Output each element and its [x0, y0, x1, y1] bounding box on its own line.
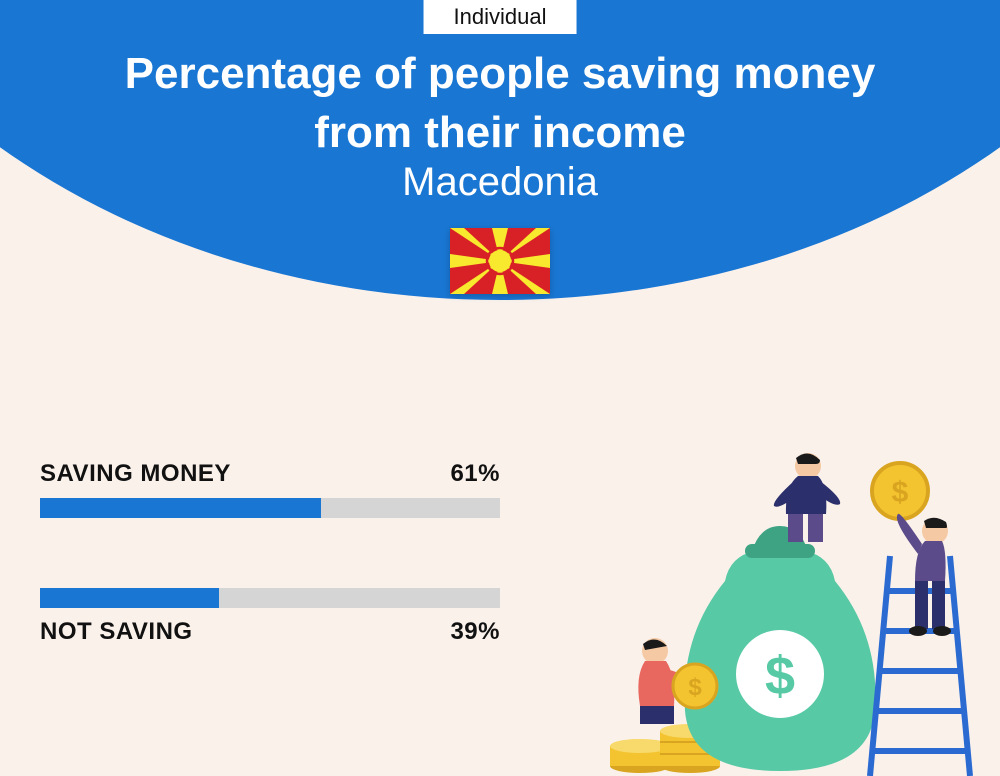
macedonia-flag-icon — [450, 228, 550, 294]
bar-saving: SAVING MONEY 61% — [40, 460, 500, 518]
bar-track — [40, 498, 500, 518]
bar-value: 61% — [450, 460, 500, 488]
bar-track — [40, 588, 500, 608]
main-title: Percentage of people saving money from t… — [0, 44, 1000, 163]
svg-text:$: $ — [688, 674, 702, 701]
bar-fill — [40, 588, 219, 608]
bar-fill — [40, 498, 321, 518]
title-line-2: from their income — [0, 103, 1000, 162]
bar-label: SAVING MONEY — [40, 460, 231, 488]
svg-text:$: $ — [765, 646, 795, 706]
bar-value: 39% — [450, 618, 500, 646]
category-badge: Individual — [424, 0, 577, 34]
savings-illustration: $ $ $ — [580, 436, 980, 776]
money-bag-icon: $ — [685, 526, 876, 771]
bars-chart: SAVING MONEY 61% NOT SAVING 39% — [40, 460, 500, 716]
title-line-1: Percentage of people saving money — [0, 44, 1000, 103]
bar-not-saving: NOT SAVING 39% — [40, 588, 500, 646]
bar-label: NOT SAVING — [40, 618, 193, 646]
country-name: Macedonia — [0, 160, 1000, 205]
svg-text:$: $ — [892, 476, 909, 509]
